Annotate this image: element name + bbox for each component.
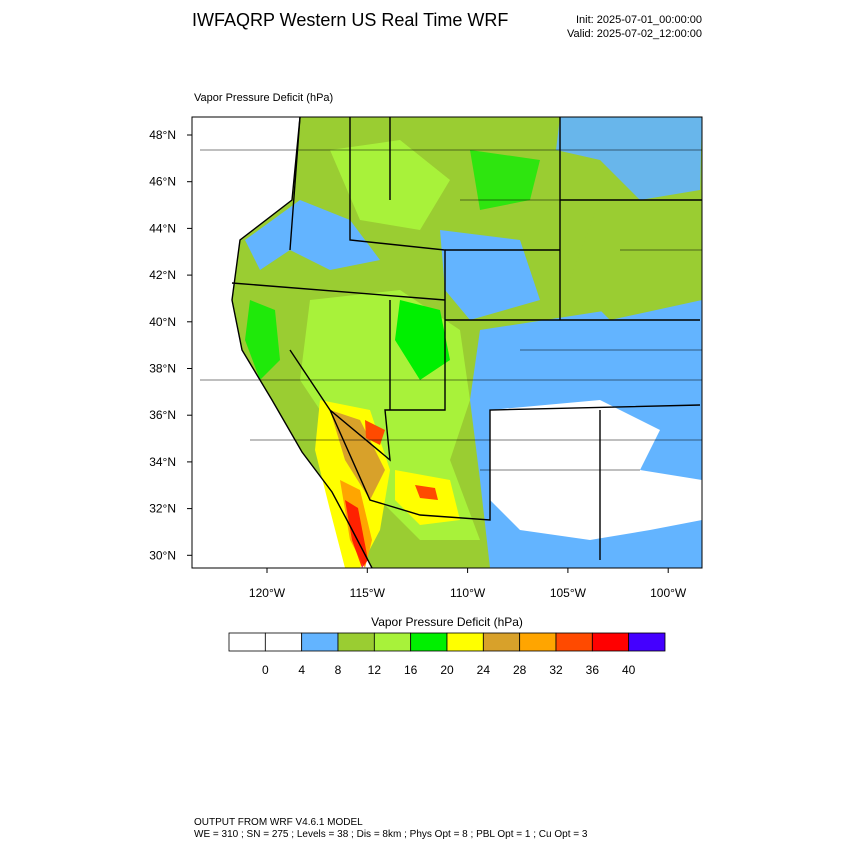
lat-label: 46°N bbox=[149, 175, 176, 189]
colorbar-label: 0 bbox=[262, 663, 269, 677]
title: IWFAQRP Western US Real Time WRF bbox=[192, 10, 508, 30]
lat-label: 40°N bbox=[149, 315, 176, 329]
lat-label: 44°N bbox=[149, 221, 176, 235]
colorbar-box bbox=[301, 632, 339, 652]
footer-line: WE = 310 ; SN = 275 ; Levels = 38 ; Dis … bbox=[194, 829, 588, 840]
lon-label: 115°W bbox=[350, 586, 386, 600]
lon-label: 110°W bbox=[450, 586, 486, 600]
colorbar-box bbox=[482, 632, 521, 652]
colorbar-label: 12 bbox=[368, 663, 382, 677]
colorbar-box bbox=[555, 632, 593, 652]
lat-labels: 48°N 46°N 44°N 42°N 40°N 38°N 36°N 34°N 32°N 30°N bbox=[149, 128, 192, 562]
colorbar-label: 16 bbox=[404, 663, 418, 677]
lat-label: 36°N bbox=[149, 408, 176, 422]
lon-label: 100°W bbox=[650, 586, 687, 600]
colorbar-label: 24 bbox=[477, 663, 491, 677]
lon-label: 120°W bbox=[249, 586, 286, 600]
colorbar: 0 4 8 12 16 20 24 28 32 36 40 bbox=[228, 632, 666, 677]
colorbar-box bbox=[228, 632, 266, 652]
lat-label: 42°N bbox=[149, 268, 176, 282]
lat-label: 32°N bbox=[149, 502, 176, 516]
lat-label: 48°N bbox=[149, 128, 176, 142]
footer-line: OUTPUT FROM WRF V4.6.1 MODEL bbox=[194, 817, 363, 828]
colorbar-box bbox=[410, 632, 448, 652]
lat-label: 34°N bbox=[149, 455, 176, 469]
lat-label: 30°N bbox=[149, 548, 176, 562]
valid-time: Valid: 2025-07-02_12:00:00 bbox=[567, 28, 702, 40]
colorbar-label: 8 bbox=[335, 663, 342, 677]
colorbar-box bbox=[519, 632, 557, 652]
colorbar-label: 4 bbox=[298, 663, 305, 677]
colorbar-label: 28 bbox=[513, 663, 527, 677]
init-time: Init: 2025-07-01_00:00:00 bbox=[576, 14, 702, 26]
colorbar-box bbox=[446, 632, 484, 652]
colorbar-box bbox=[628, 632, 666, 652]
lon-label: 105°W bbox=[550, 586, 587, 600]
colorbar-title: Vapor Pressure Deficit (hPa) bbox=[371, 615, 523, 629]
colorbar-label: 20 bbox=[440, 663, 454, 677]
colorbar-box bbox=[591, 632, 630, 652]
colorbar-box bbox=[373, 632, 412, 652]
colorbar-label: 36 bbox=[586, 663, 600, 677]
map bbox=[191, 116, 703, 569]
colorbar-box bbox=[337, 632, 375, 652]
lat-label: 38°N bbox=[149, 362, 176, 376]
colorbar-label: 40 bbox=[622, 663, 636, 677]
field-label: Vapor Pressure Deficit (hPa) bbox=[194, 92, 333, 104]
lon-labels: 120°W 115°W 110°W 105°W 100°W bbox=[249, 568, 687, 600]
colorbar-box bbox=[264, 632, 303, 652]
colorbar-label: 32 bbox=[549, 663, 563, 677]
